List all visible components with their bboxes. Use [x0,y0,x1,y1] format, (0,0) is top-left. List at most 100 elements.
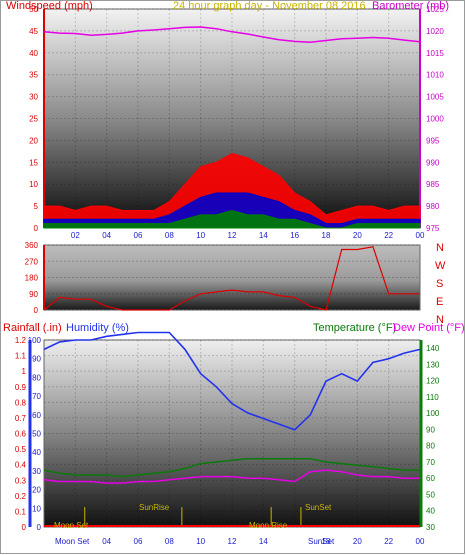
dir-label-e: E [436,296,443,308]
wind-x-tick: 10 [196,231,205,240]
rainfall-y-tick: 0.4 [15,461,27,470]
temp-x-tick: 08 [165,537,174,546]
moon-set-axis-label: Moon Set [55,537,90,546]
wind-x-tick: 14 [259,231,268,240]
wind-x-tick: 22 [384,231,393,240]
sunset-axis-label: SunSet [308,537,335,546]
wind-x-tick: 16 [290,231,299,240]
humidity-y-tick: 100 [28,336,42,345]
barometer-title: Barometer (mb) [372,0,449,12]
wind-y-tick: 30 [29,93,38,102]
humidity-y-tick: 20 [32,486,41,495]
temperature-y-tick: 60 [426,474,435,483]
rainfall-y-tick: 0.9 [15,383,27,392]
barometer-y-tick: 990 [426,158,440,167]
barometer-y-tick: 1025 [426,5,444,14]
sunrise-label: SunRise [139,503,170,512]
direction-y-tick: 360 [25,241,39,250]
temperature-y-tick: 120 [426,377,440,386]
wind-title: Windspeed (mph) [6,0,93,12]
wind-x-tick: 20 [353,231,362,240]
direction-y-tick: 180 [25,274,39,283]
direction-series [43,246,420,311]
temperature-y-tick: 90 [426,425,435,434]
humidity-y-tick: 80 [32,373,41,382]
rainfall-y-tick: 0.8 [15,398,27,407]
humidity-y-tick: 40 [32,448,41,457]
direction-y-tick: 0 [34,306,39,315]
wind-x-tick: 02 [71,231,80,240]
rainfall-y-tick: 1.2 [15,336,27,345]
dewpoint-title: Dew Point (°F) [393,322,465,334]
rainfall-y-tick: 0.1 [15,507,27,516]
barometer-y-tick: 1000 [426,115,444,124]
barometer-y-tick: 1010 [426,71,444,80]
dewpoint-series [43,469,420,484]
humidity-y-tick: 10 [32,504,41,513]
wind-y-tick: 20 [29,136,38,145]
rainfall-y-tick: 0.7 [15,414,27,423]
temperature-y-tick: 40 [426,507,435,516]
humidity-y-tick: 90 [32,355,41,364]
barometer-y-tick: 980 [426,202,440,211]
wind-y-tick: 40 [29,49,38,58]
humidity-y-tick: 30 [32,467,41,476]
barometer-y-tick: 985 [426,180,440,189]
wind-x-tick: 12 [228,231,237,240]
wind-gust-series [43,152,421,229]
temp-x-tick: 06 [134,537,143,546]
wind-x-tick: 04 [102,231,111,240]
humidity-y-tick: 50 [32,430,41,439]
sunset-label: SunSet [305,503,332,512]
temperature-y-tick: 30 [426,523,435,532]
temperature-series [43,457,420,478]
dir-label-w: W [435,260,446,272]
barometer-y-tick: 995 [426,136,440,145]
rainfall-y-tick: 0 [22,523,27,532]
humidity-y-tick: 60 [32,411,41,420]
temp-x-tick: 22 [384,537,393,546]
humidity-y-tick: 70 [32,392,41,401]
rainfall-title: Rainfall (.in) [3,322,62,334]
wind-low-series [43,209,421,229]
wind-y-tick: 10 [29,180,38,189]
humidity-title: Humidity (%) [66,322,129,334]
temp-plot-area [43,339,421,528]
rainfall-y-tick: 0.6 [15,430,27,439]
temperature-title: Temperature (°F) [313,322,396,334]
barometer-y-tick: 975 [426,224,440,233]
temperature-y-tick: 130 [426,360,440,369]
temperature-y-tick: 140 [426,344,440,353]
barometer-y-tick: 1005 [426,93,444,102]
temp-x-tick: 00 [416,537,425,546]
temp-x-tick: 12 [228,537,237,546]
rainfall-y-tick: 1.1 [15,352,27,361]
rainfall-y-tick: 0.5 [15,445,27,454]
temperature-y-tick: 80 [426,442,435,451]
temperature-y-tick: 110 [426,393,439,402]
temp-x-tick: 14 [259,537,268,546]
humidity-y-tick: 0 [37,523,42,532]
temp-x-tick: 18 [322,537,331,546]
dir-label-n-top: N [436,242,444,254]
wind-y-tick: 0 [34,224,39,233]
barometer-y-tick: 1015 [426,49,444,58]
dir-label-n-bottom: N [436,314,444,326]
temperature-y-tick: 70 [426,458,435,467]
wind-y-tick: 15 [29,158,38,167]
temp-x-tick: 10 [196,537,205,546]
direction-y-tick: 270 [25,257,39,266]
wind-y-tick: 25 [29,115,38,124]
wind-y-tick: 35 [29,71,38,80]
rainfall-y-tick: 0.3 [15,476,27,485]
direction-y-tick: 90 [29,290,38,299]
humidity-series [43,331,421,431]
moon-set-label: Moon Set [54,521,89,530]
wind-y-tick: 5 [34,202,39,211]
direction-plot-area [43,244,421,311]
rainfall-y-tick: 1 [22,367,27,376]
subtitle: 24 hour graph day - November 08 2016 [173,0,366,12]
moon-rise-label: Moon Rise [249,521,288,530]
